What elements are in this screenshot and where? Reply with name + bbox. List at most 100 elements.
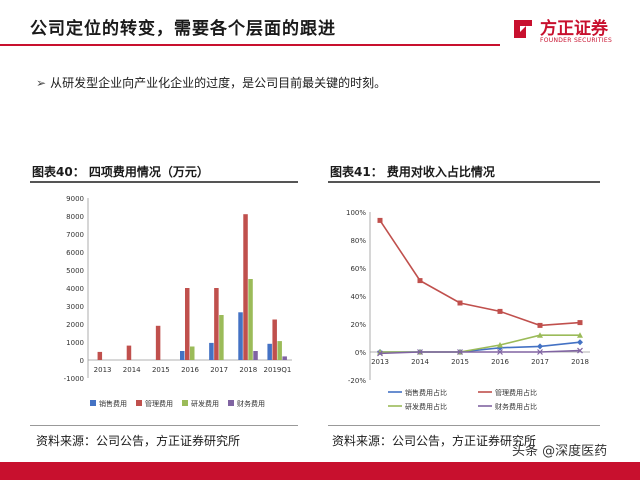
right-chart-title: 图表41： 费用对收入占比情况 [330,165,495,179]
logo-chinese-name: 方正证券 [540,19,608,39]
data-point [577,332,583,338]
legend-swatch [136,400,142,406]
right-chart-rule [328,181,600,183]
data-point [457,300,463,306]
bar [126,345,132,360]
y-tick-label: 40% [350,293,366,301]
x-tick-label: 2019Q1 [264,366,292,374]
x-tick-label: 2018 [571,358,589,366]
y-tick-label: 2000 [66,321,84,329]
data-point [377,217,383,223]
data-point [377,350,383,357]
legend-swatch [182,400,188,406]
expense-ratio-line-chart: -20% 0% 20% 40% 60% 80% 100% 2013 2014 2015 2016 20… [346,209,590,411]
data-point [537,343,543,350]
x-tick-label: 2016 [491,358,509,366]
data-point [537,332,543,338]
left-chart-source: 资料来源：公司公告，方正证券研究所 [36,434,241,448]
x-tick-label: 2017 [210,366,228,374]
y-tick-label: 1000 [66,339,84,347]
bar [219,315,224,360]
data-point [577,347,583,354]
bar [209,342,214,360]
bar [282,356,287,360]
data-point [497,344,503,351]
x-tick-label: 2017 [531,358,549,366]
bar [272,319,277,360]
data-point [537,322,543,328]
data-point [457,349,463,355]
x-tick-label: 2018 [239,366,257,374]
y-tick-label: 20% [350,321,366,329]
slide-title: 公司定位的转变，需要各个层面的跟进 [30,19,336,39]
y-tick-label: 100% [346,209,366,217]
title-underline [0,44,500,46]
left-chart-rule [30,181,298,183]
logo-english-name: FOUNDER SECURITIES [540,37,613,44]
series-line [379,219,581,327]
y-tick-label: 0 [80,357,84,365]
x-tick-label: 2013 [371,358,389,366]
legend-label: 管理费用占比 [495,388,537,397]
bar [185,288,190,360]
y-tick-label: 6000 [66,249,84,257]
x-tick-label: 2015 [451,358,469,366]
legend-label: 财务费用 [237,399,265,408]
data-point [497,349,503,355]
y-tick-label: 7000 [66,231,84,239]
bullet-arrow-icon: ➢ [36,76,47,90]
y-tick-label: -20% [348,377,366,385]
watermark-text: 头条 @深度医药 [512,444,608,459]
legend-label: 管理费用 [145,399,173,408]
data-point [417,278,423,284]
data-point [417,349,423,355]
bar [248,279,253,360]
y-tick-label: 80% [350,237,366,245]
bar [243,214,248,360]
legend-swatch [90,400,96,406]
data-point [577,320,583,326]
y-tick-label: 5000 [66,267,84,275]
right-chart-source: 资料来源：公司公告，方正证券研究所 [332,434,537,448]
founder-logo-icon [514,20,532,38]
x-tick-label: 2016 [181,366,199,374]
left-chart-title: 图表40： 四项费用情况（万元） [32,165,209,179]
data-point [497,342,503,348]
bar [267,343,272,360]
data-point [497,308,503,314]
y-tick-label: 60% [350,265,366,273]
bar [277,341,282,360]
y-tick-label: -1000 [64,375,84,383]
bar [97,351,103,360]
data-point [537,349,543,355]
bar [190,346,195,360]
x-tick-label: 2014 [411,358,429,366]
bar [180,351,185,360]
right-source-rule [328,425,600,426]
legend-swatch [228,400,234,406]
bullet-text: 从研发型企业向产业化企业的过度，是公司目前最关键的时刻。 [50,76,387,90]
bar [155,325,161,360]
legend-label: 销售费用占比 [405,388,447,397]
expense-bar-chart: -1000 0 1000 2000 3000 4000 5000 6000 7000 8000 90… [64,195,292,408]
x-tick-label: 2015 [152,366,170,374]
legend-label: 研发费用 [191,399,219,408]
series-line [380,341,581,353]
left-source-rule [30,425,298,426]
bullet-point: ➢ 从研发型企业向产业化企业的过度，是公司目前最关键的时刻。 [36,74,386,91]
brand-logo: 方正证券 FOUNDER SECURITIES [510,14,626,50]
x-tick-label: 2013 [94,366,112,374]
legend-label: 研发费用占比 [405,402,447,411]
legend-label: 销售费用 [99,399,127,408]
series-line [379,349,581,355]
x-tick-label: 2014 [123,366,141,374]
footer-bar [0,462,640,480]
y-tick-label: 8000 [66,213,84,221]
bar [214,288,219,360]
data-point [577,339,583,346]
bar [253,351,258,360]
y-tick-label: 9000 [66,195,84,203]
bar [238,312,243,360]
legend-label: 财务费用占比 [495,402,537,411]
y-tick-label: 3000 [66,303,84,311]
